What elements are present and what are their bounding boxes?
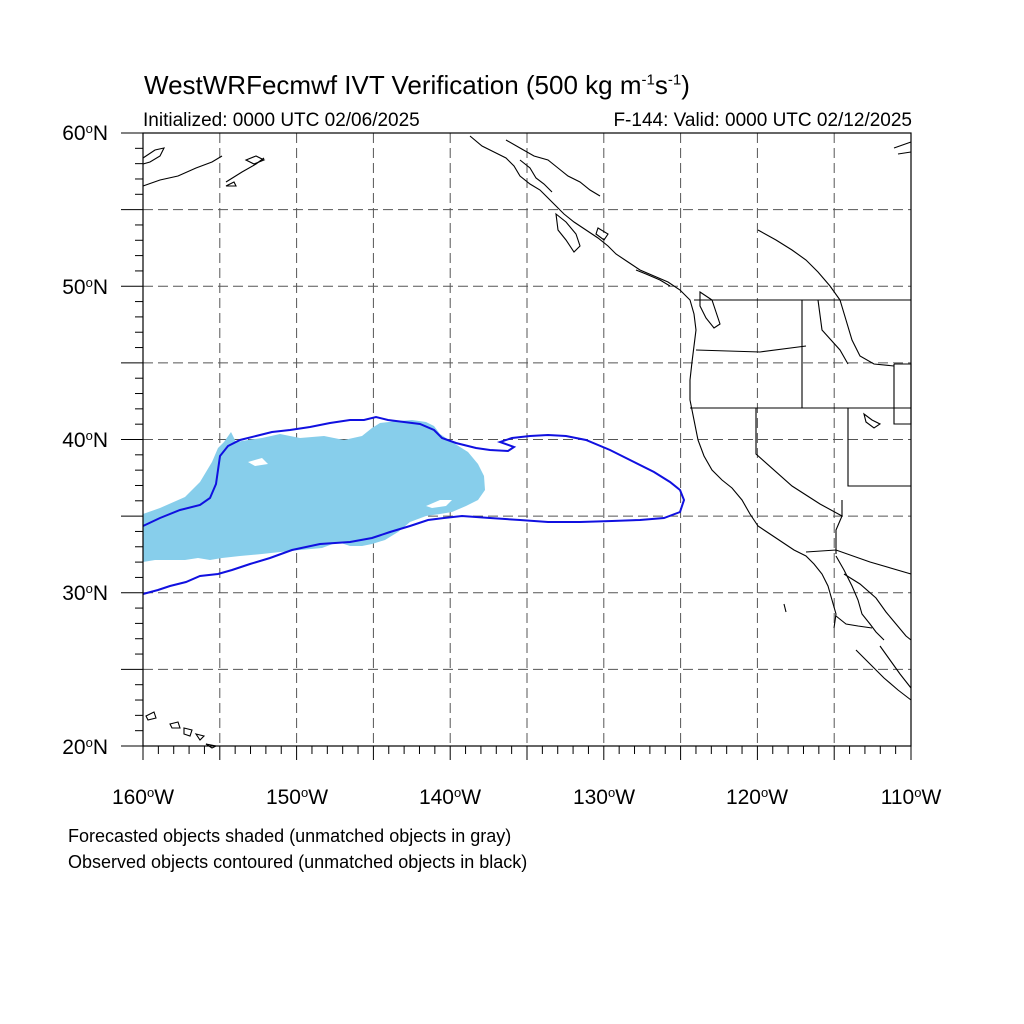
footnote-observed: Observed objects contoured (unmatched ob… xyxy=(68,852,528,872)
observed-object-contour xyxy=(142,415,686,595)
lon-label-120w: 120oW xyxy=(725,785,789,809)
lon-label-150w: 150oW xyxy=(265,785,329,809)
lat-label-30: 30oN xyxy=(62,581,108,605)
forecast-object-shaded xyxy=(143,420,485,562)
forecast-gap xyxy=(248,458,268,466)
valid-time: F-144: Valid: 0000 UTC 02/12/2025 xyxy=(613,110,912,131)
initialized-time: Initialized: 0000 UTC 02/06/2025 xyxy=(143,110,420,131)
axis-ticks xyxy=(121,132,912,760)
lon-label-130w: 130oW xyxy=(572,785,636,809)
lat-label-50: 50oN xyxy=(62,275,108,299)
forecast-gap xyxy=(426,500,452,508)
lat-label-40: 40oN xyxy=(62,428,108,452)
footnote-forecast: Forecasted objects shaded (unmatched obj… xyxy=(68,826,512,846)
lat-label-60: 60oN xyxy=(62,121,108,145)
lon-label-110w: 110oW xyxy=(880,785,942,809)
lat-label-20: 20oN xyxy=(62,735,108,759)
chart-title: WestWRFecmwf IVT Verification (500 kg m-… xyxy=(144,70,690,100)
lon-label-160w: 160oW xyxy=(111,785,175,809)
lon-label-140w: 140oW xyxy=(418,785,482,809)
map-grid xyxy=(143,133,911,746)
